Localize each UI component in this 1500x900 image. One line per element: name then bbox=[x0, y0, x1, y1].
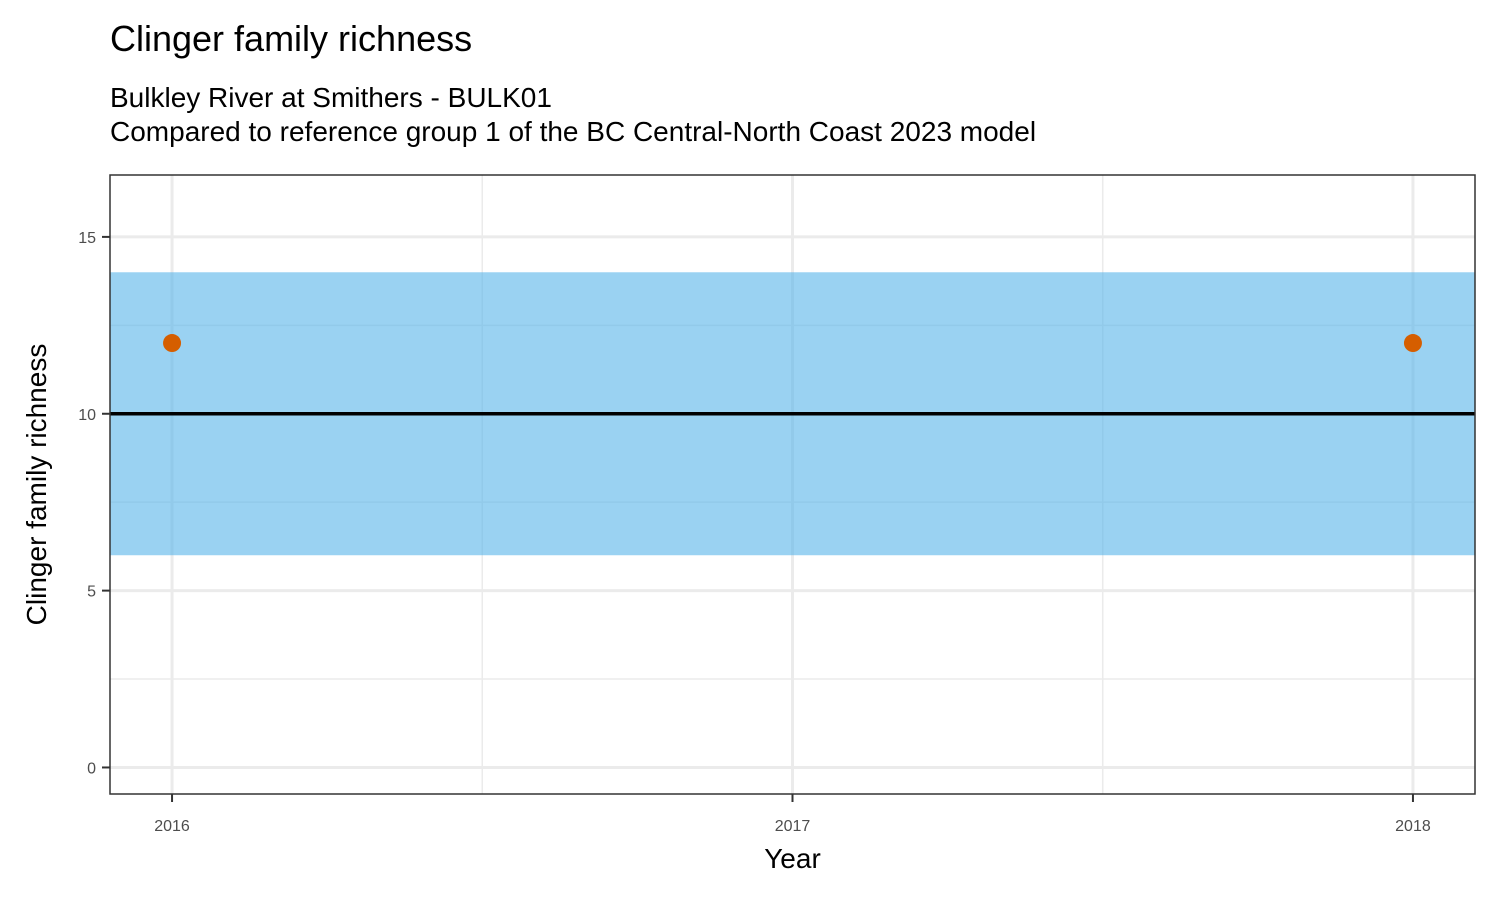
data-points bbox=[163, 334, 1422, 353]
chart-subtitle-line-2: Compared to reference group 1 of the BC … bbox=[110, 116, 1037, 147]
x-tick-label: 2016 bbox=[154, 818, 190, 835]
y-tick-label: 10 bbox=[78, 407, 96, 424]
chart-subtitle-line-1: Bulkley River at Smithers - BULK01 bbox=[110, 82, 552, 113]
y-tick-label: 0 bbox=[87, 760, 96, 777]
x-axis-ticks: 2016 2017 2018 bbox=[154, 794, 1431, 835]
data-point bbox=[1403, 334, 1422, 353]
x-axis-title: Year bbox=[764, 843, 821, 874]
y-axis-ticks: 0 5 10 15 bbox=[78, 230, 110, 777]
data-point bbox=[163, 334, 182, 353]
y-tick-label: 15 bbox=[78, 230, 96, 247]
y-tick-label: 5 bbox=[87, 584, 96, 601]
x-tick-label: 2017 bbox=[775, 818, 811, 835]
y-axis-title: Clinger family richness bbox=[21, 344, 52, 626]
x-tick-label: 2018 bbox=[1395, 818, 1431, 835]
chart-title: Clinger family richness bbox=[110, 18, 473, 59]
